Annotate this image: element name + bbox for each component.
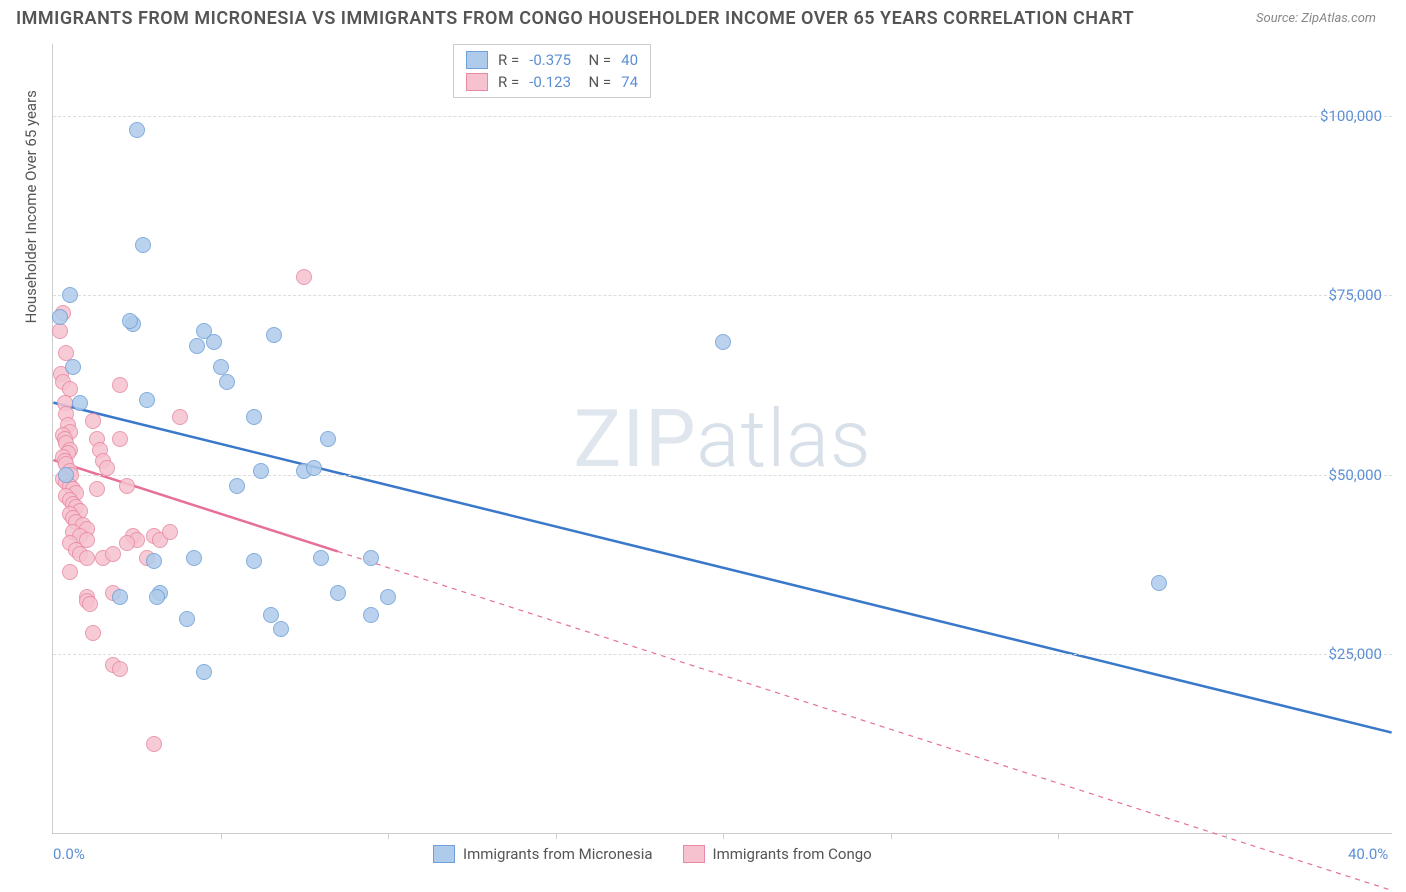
correlation-legend: R = -0.375 N = 40R = -0.123 N = 74 <box>453 44 651 98</box>
scatter-point <box>320 431 336 447</box>
source-label: Source: ZipAtlas.com <box>1256 11 1376 26</box>
scatter-point <box>715 334 731 350</box>
scatter-point <box>62 564 78 580</box>
scatter-point <box>1151 575 1167 591</box>
scatter-point <box>65 359 81 375</box>
scatter-point <box>380 589 396 605</box>
scatter-point <box>122 313 138 329</box>
scatter-point <box>313 550 329 566</box>
scatter-point <box>196 664 212 680</box>
legend-swatch <box>466 73 488 91</box>
correlation-legend-row: R = -0.123 N = 74 <box>466 71 638 93</box>
legend-r-value: -0.123 <box>529 73 571 91</box>
series-legend-label: Immigrants from Micronesia <box>463 845 653 863</box>
scatter-point <box>146 553 162 569</box>
chart-title: IMMIGRANTS FROM MICRONESIA VS IMMIGRANTS… <box>16 8 1134 29</box>
scatter-point <box>246 409 262 425</box>
legend-r-label: R = <box>498 51 519 69</box>
scatter-point <box>119 478 135 494</box>
series-legend: Immigrants from Micronesia Immigrants fro… <box>433 845 872 863</box>
scatter-point <box>363 607 379 623</box>
scatter-point <box>112 661 128 677</box>
scatter-point <box>119 535 135 551</box>
scatter-point <box>139 392 155 408</box>
scatter-point <box>363 550 379 566</box>
series-legend-item: Immigrants from Micronesia <box>433 845 653 863</box>
scatter-point <box>219 374 235 390</box>
scatter-point <box>82 596 98 612</box>
x-minor-tick <box>388 833 389 839</box>
legend-n-value: 40 <box>621 51 638 69</box>
series-legend-label: Immigrants from Congo <box>713 845 872 863</box>
scatter-point <box>85 413 101 429</box>
trend-line-solid <box>53 460 337 551</box>
correlation-legend-row: R = -0.375 N = 40 <box>466 49 638 71</box>
scatter-point <box>112 431 128 447</box>
y-tick-label: $75,000 <box>1328 286 1382 304</box>
legend-r-label: R = <box>498 73 519 91</box>
gridline-horizontal <box>53 295 1392 296</box>
scatter-point <box>85 625 101 641</box>
scatter-point <box>266 327 282 343</box>
x-tick-label: 40.0% <box>1348 845 1388 863</box>
legend-swatch <box>466 51 488 69</box>
x-minor-tick <box>891 833 892 839</box>
trend-lines-layer <box>53 44 1392 833</box>
legend-r-value: -0.375 <box>529 51 571 69</box>
scatter-point <box>135 237 151 253</box>
scatter-point <box>72 395 88 411</box>
y-axis-label: Householder Income Over 65 years <box>22 90 40 323</box>
y-tick-label: $100,000 <box>1320 107 1382 125</box>
scatter-point <box>129 122 145 138</box>
scatter-point <box>146 736 162 752</box>
scatter-point <box>52 309 68 325</box>
scatter-point <box>330 585 346 601</box>
legend-n-label: N = <box>581 73 611 91</box>
x-tick-label: 0.0% <box>53 845 85 863</box>
legend-swatch <box>683 845 705 863</box>
scatter-point <box>105 546 121 562</box>
chart-plot-area: ZIPatlas R = -0.375 N = 40R = -0.123 N =… <box>52 44 1392 834</box>
watermark: ZIPatlas <box>573 392 871 486</box>
scatter-point <box>186 550 202 566</box>
scatter-point <box>89 481 105 497</box>
scatter-point <box>62 287 78 303</box>
scatter-point <box>253 463 269 479</box>
legend-n-label: N = <box>581 51 611 69</box>
scatter-point <box>112 377 128 393</box>
x-minor-tick <box>1058 833 1059 839</box>
x-minor-tick <box>723 833 724 839</box>
scatter-point <box>58 467 74 483</box>
y-tick-label: $25,000 <box>1328 645 1382 663</box>
scatter-point <box>149 589 165 605</box>
legend-n-value: 74 <box>621 73 638 91</box>
scatter-point <box>79 550 95 566</box>
x-minor-tick <box>221 833 222 839</box>
trend-line-dashed <box>338 551 1392 890</box>
scatter-point <box>189 338 205 354</box>
scatter-point <box>99 460 115 476</box>
gridline-horizontal <box>53 654 1392 655</box>
x-minor-tick <box>556 833 557 839</box>
gridline-horizontal <box>53 116 1392 117</box>
legend-swatch <box>433 845 455 863</box>
scatter-point <box>229 478 245 494</box>
scatter-point <box>52 323 68 339</box>
scatter-point <box>273 621 289 637</box>
scatter-point <box>263 607 279 623</box>
y-tick-label: $50,000 <box>1328 466 1382 484</box>
scatter-point <box>306 460 322 476</box>
scatter-point <box>112 589 128 605</box>
scatter-point <box>296 269 312 285</box>
scatter-point <box>246 553 262 569</box>
series-legend-item: Immigrants from Congo <box>683 845 872 863</box>
scatter-point <box>206 334 222 350</box>
scatter-point <box>172 409 188 425</box>
x-minor-tick <box>1226 833 1227 839</box>
scatter-point <box>179 611 195 627</box>
scatter-point <box>162 524 178 540</box>
